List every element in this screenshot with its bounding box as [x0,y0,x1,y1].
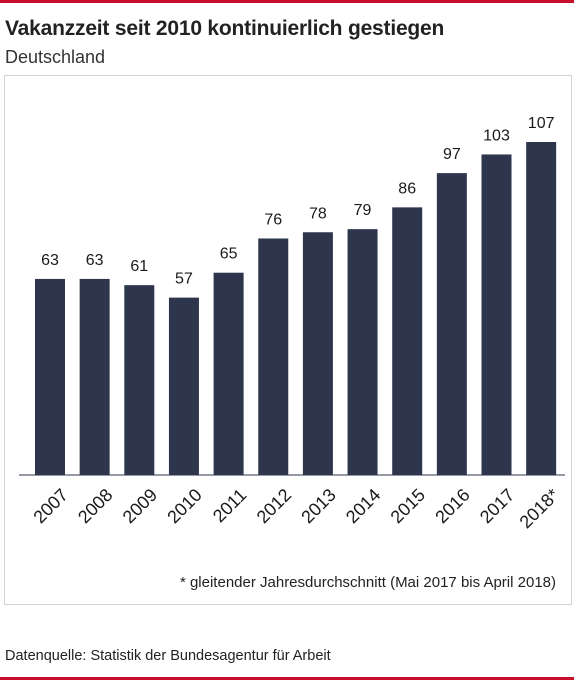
bar-2009 [124,285,155,475]
value-label-2018: 107 [528,115,555,132]
bar-2012 [258,238,289,475]
tick-label-2012: 2012 [253,485,295,527]
bar-2007 [35,278,65,475]
tick-label-2015: 2015 [387,485,429,527]
value-label-2010: 57 [175,271,193,288]
tick-label-2016: 2016 [431,485,473,527]
chart-title: Vakanzzeit seit 2010 kontinuierlich gest… [5,17,445,40]
tick-label-2007: 2007 [29,485,71,527]
value-label-2017: 103 [483,127,510,144]
tick-label-2010: 2010 [163,485,205,527]
tick-labels-group: 2007 2008 2009 2010 2011 2012 2013 2014 2015 2016… [29,485,563,532]
tick-label-2013: 2013 [297,485,339,527]
tick-label-2018: 2018* [516,485,563,532]
top-accent-rule [0,0,574,3]
value-label-2014: 79 [354,202,372,219]
value-label-2013: 78 [309,205,327,222]
tick-label-2017: 2017 [476,485,518,527]
tick-label-2011: 2011 [209,485,251,527]
bar-2015 [392,207,423,476]
tick-label-2014: 2014 [342,485,384,527]
value-label-2007: 63 [41,252,59,269]
bar-2017 [481,154,512,475]
value-label-2012: 76 [264,211,282,228]
bar-2018 [526,142,557,475]
value-label-2009: 61 [130,258,148,275]
tick-label-2008: 2008 [74,485,116,527]
value-label-2015: 86 [398,180,416,197]
chart-subtitle: Deutschland [5,47,106,67]
bar-2011 [213,272,244,475]
bar-2008 [79,278,110,475]
value-label-2011: 65 [220,246,238,263]
chart-frame [4,75,572,605]
footnote: * gleitender Jahresdurchschnitt (Mai 201… [179,574,556,591]
bottom-accent-rule [0,677,574,680]
value-label-2016: 97 [443,146,461,163]
bars-group [35,142,557,476]
tick-label-2009: 2009 [119,485,161,527]
data-source: Datenquelle: Statistik der Bundesagentur… [5,648,331,664]
bar-2014 [347,229,378,475]
value-labels-group: 63 63 61 57 65 76 78 79 86 97 103 107 [41,115,554,288]
bar-2010 [168,297,199,475]
bar-2016 [436,173,467,475]
bar-2013 [302,232,333,475]
value-label-2008: 63 [86,252,104,269]
